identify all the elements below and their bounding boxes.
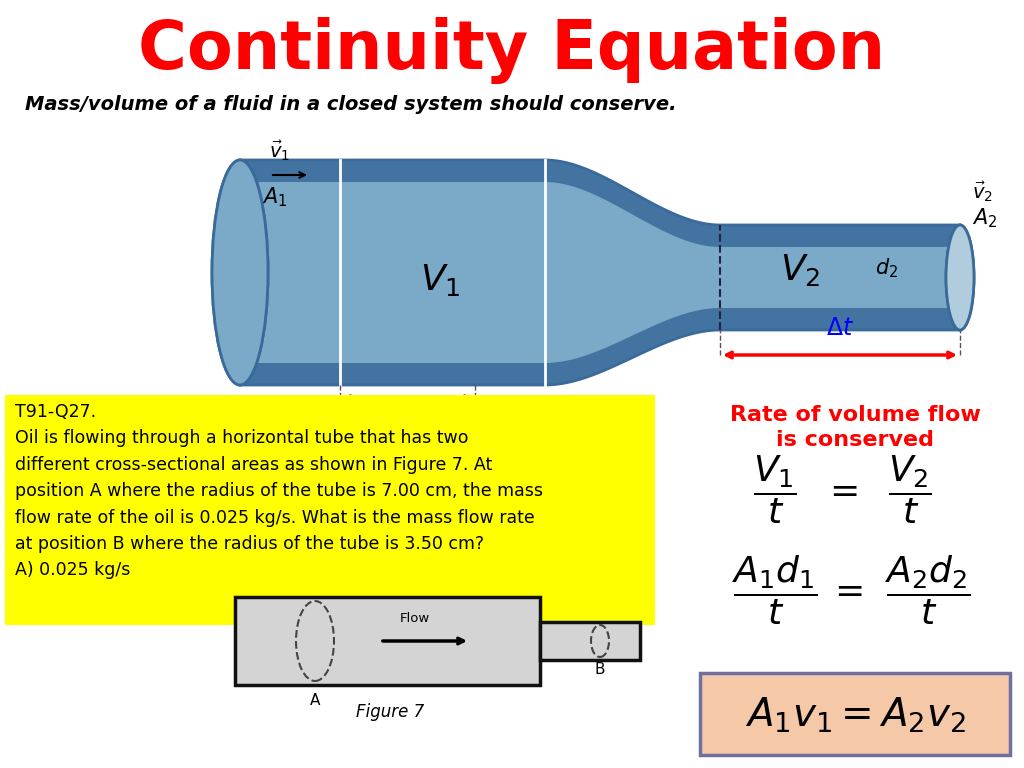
Text: Rate of volume flow
is conserved: Rate of volume flow is conserved — [729, 405, 980, 450]
Text: $d_2$: $d_2$ — [418, 410, 442, 434]
Text: $A_1$: $A_1$ — [262, 185, 288, 209]
Text: A: A — [310, 693, 321, 708]
Polygon shape — [240, 160, 961, 385]
Ellipse shape — [946, 225, 974, 330]
Ellipse shape — [212, 160, 268, 385]
FancyBboxPatch shape — [5, 395, 655, 625]
Text: T91-Q27.
Oil is flowing through a horizontal tube that has two
different cross-s: T91-Q27. Oil is flowing through a horizo… — [15, 403, 543, 579]
Text: $A_1 v_1 = A_2 v_2$: $A_1 v_1 = A_2 v_2$ — [744, 695, 966, 735]
Text: $d_2$: $d_2$ — [874, 257, 898, 280]
Ellipse shape — [212, 160, 268, 385]
Text: $V_1$: $V_1$ — [420, 262, 460, 298]
Text: $V_2$: $V_2$ — [780, 252, 820, 288]
FancyBboxPatch shape — [234, 597, 540, 685]
Text: Mass/volume of a fluid in a closed system should conserve.: Mass/volume of a fluid in a closed syste… — [25, 95, 677, 114]
Text: $\vec{v}_2$: $\vec{v}_2$ — [972, 180, 993, 204]
Text: $\dfrac{V_2}{t}$: $\dfrac{V_2}{t}$ — [888, 454, 932, 526]
Text: $=$: $=$ — [827, 573, 863, 607]
Text: $A_2$: $A_2$ — [972, 206, 997, 230]
FancyBboxPatch shape — [540, 622, 640, 660]
Text: $\dfrac{A_2 d_2}{t}$: $\dfrac{A_2 d_2}{t}$ — [885, 554, 971, 627]
Text: $\dfrac{A_1 d_1}{t}$: $\dfrac{A_1 d_1}{t}$ — [732, 554, 818, 627]
Polygon shape — [240, 160, 961, 247]
Text: Continuity Equation: Continuity Equation — [138, 16, 886, 84]
Text: $\Delta t$: $\Delta t$ — [826, 316, 854, 340]
FancyBboxPatch shape — [700, 673, 1010, 755]
Text: $\dfrac{V_1}{t}$: $\dfrac{V_1}{t}$ — [753, 454, 797, 526]
Text: $\vec{v}_1$: $\vec{v}_1$ — [269, 138, 291, 163]
Text: Figure 7: Figure 7 — [356, 703, 424, 721]
Text: B: B — [595, 662, 605, 677]
Text: Flow: Flow — [400, 612, 430, 625]
Ellipse shape — [946, 225, 974, 330]
Polygon shape — [240, 308, 961, 385]
Text: $=$: $=$ — [822, 473, 858, 507]
